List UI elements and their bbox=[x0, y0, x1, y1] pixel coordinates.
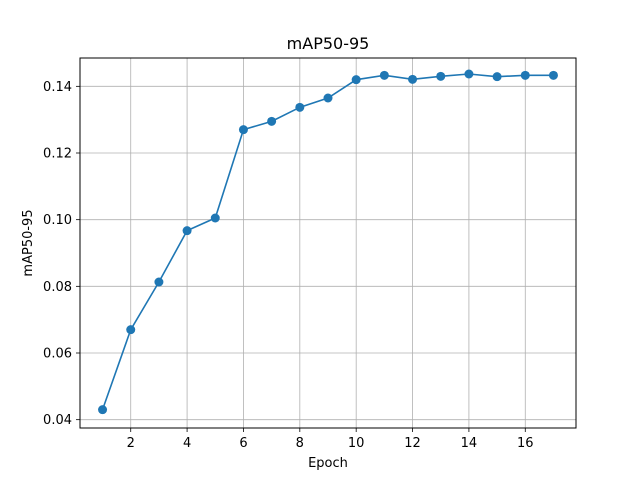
x-tick-label: 12 bbox=[404, 436, 421, 451]
data-point bbox=[408, 74, 418, 84]
data-point bbox=[182, 226, 192, 236]
data-point bbox=[351, 75, 361, 85]
data-point bbox=[464, 69, 474, 79]
y-tick-label: 0.08 bbox=[43, 280, 72, 295]
y-tick-label: 0.10 bbox=[43, 213, 72, 228]
ticks: 2 4 6 8 10 12 14 16 0.04 0.06 0.08 0.10 0.12 0.14 bbox=[43, 80, 533, 451]
data-point bbox=[520, 70, 530, 80]
x-tick-label: 14 bbox=[461, 436, 478, 451]
data-point bbox=[267, 116, 277, 126]
data-point bbox=[436, 71, 446, 81]
y-axis-label: mAP50-95 bbox=[21, 209, 36, 276]
data-point bbox=[126, 325, 136, 335]
data-point bbox=[98, 405, 108, 415]
data-point bbox=[492, 72, 502, 82]
series bbox=[98, 69, 558, 415]
data-point bbox=[548, 70, 558, 80]
x-axis-label: Epoch bbox=[308, 456, 348, 471]
data-point bbox=[238, 125, 248, 135]
plot-frame bbox=[79, 57, 577, 429]
y-tick-label: 0.04 bbox=[43, 413, 72, 428]
data-point bbox=[323, 93, 333, 103]
x-tick-label: 6 bbox=[239, 436, 247, 451]
x-tick-label: 16 bbox=[517, 436, 534, 451]
data-point bbox=[295, 102, 305, 112]
data-point bbox=[379, 70, 389, 80]
chart-title: mAP50-95 bbox=[287, 34, 370, 53]
x-tick-label: 4 bbox=[183, 436, 191, 451]
data-point bbox=[154, 277, 164, 287]
y-tick-label: 0.14 bbox=[43, 80, 72, 95]
x-tick-label: 2 bbox=[127, 436, 135, 451]
y-tick-label: 0.06 bbox=[43, 347, 72, 362]
x-tick-label: 10 bbox=[348, 436, 365, 451]
x-tick-label: 8 bbox=[296, 436, 304, 451]
grid bbox=[80, 58, 576, 428]
data-point bbox=[210, 213, 220, 223]
y-tick-label: 0.12 bbox=[43, 147, 72, 162]
